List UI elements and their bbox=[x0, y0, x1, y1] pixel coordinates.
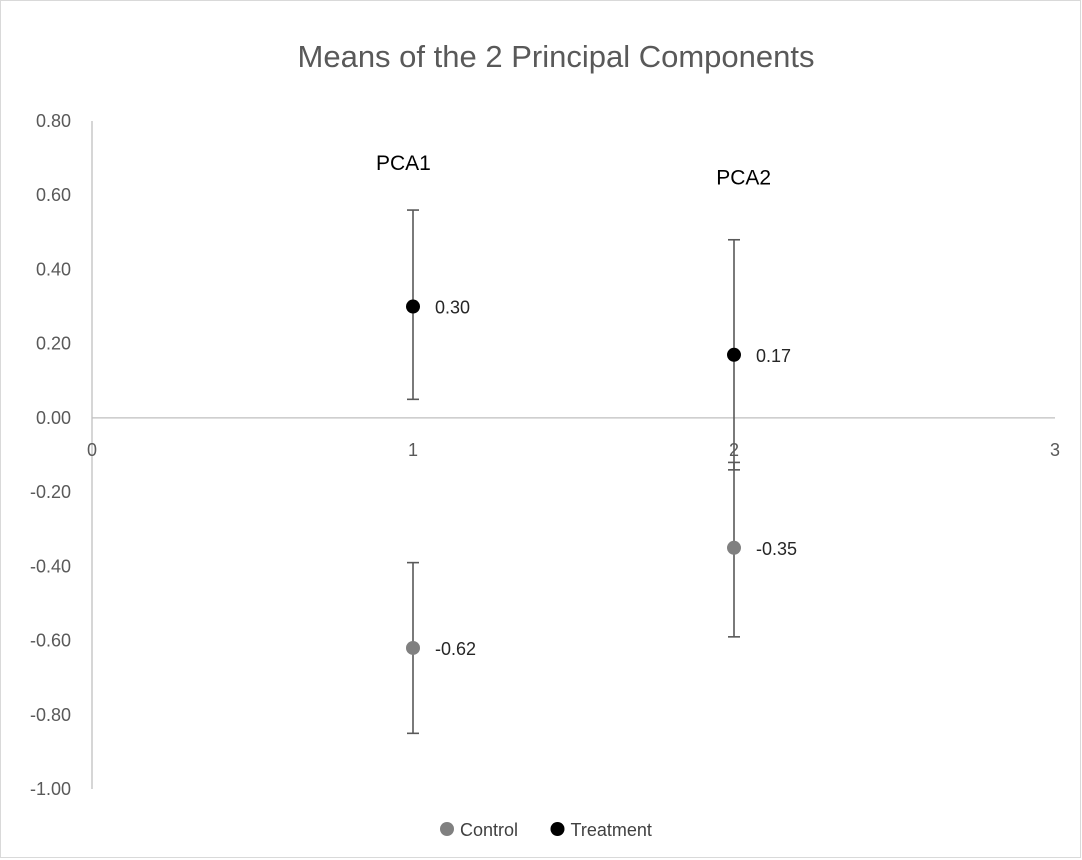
data-point bbox=[406, 299, 420, 314]
axes-layer bbox=[91, 121, 1055, 789]
legend-item-label: Control bbox=[460, 820, 518, 840]
x-tick-label: 1 bbox=[408, 440, 418, 460]
x-tick-label: 0 bbox=[87, 440, 97, 460]
y-tick-label: -0.80 bbox=[30, 705, 71, 725]
data-label: -0.62 bbox=[435, 639, 476, 659]
chart-title: Means of the 2 Principal Components bbox=[298, 39, 815, 74]
legend-marker bbox=[550, 822, 565, 836]
data-label: 0.17 bbox=[756, 346, 791, 366]
annotation-label: PCA1 bbox=[376, 152, 431, 175]
x-tick-label: 3 bbox=[1050, 440, 1060, 460]
y-tick-label: -1.00 bbox=[30, 779, 71, 799]
y-tick-label: -0.40 bbox=[30, 556, 71, 576]
ticks-layer: 0.80 0.60 0.40 0.20 0.00 -0.20 -0.40 -0.60 -0.80… bbox=[30, 111, 1060, 799]
y-tick-label: 0.00 bbox=[36, 408, 71, 428]
legend-item-label: Treatment bbox=[571, 820, 652, 840]
annotation-label: PCA2 bbox=[716, 167, 771, 190]
data-point bbox=[406, 640, 420, 655]
data-labels-layer: -0.62 -0.35 0.30 0.17 bbox=[435, 298, 797, 659]
data-point bbox=[727, 347, 741, 362]
data-label: -0.35 bbox=[756, 539, 797, 559]
y-tick-label: 0.40 bbox=[36, 259, 71, 279]
data-label: 0.30 bbox=[435, 298, 470, 318]
y-tick-label: -0.60 bbox=[30, 631, 71, 651]
annotations-layer: PCA1 PCA2 bbox=[376, 152, 771, 190]
y-tick-label: 0.80 bbox=[36, 111, 71, 131]
points-layer bbox=[406, 299, 741, 655]
legend: Control Treatment bbox=[440, 820, 652, 840]
data-point bbox=[727, 540, 741, 555]
legend-marker bbox=[440, 822, 454, 836]
y-tick-label: 0.60 bbox=[36, 185, 71, 205]
y-tick-label: 0.20 bbox=[36, 334, 71, 354]
y-tick-label: -0.20 bbox=[30, 482, 71, 502]
